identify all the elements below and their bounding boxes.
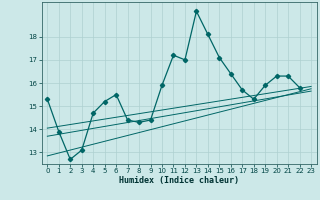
X-axis label: Humidex (Indice chaleur): Humidex (Indice chaleur): [119, 176, 239, 185]
